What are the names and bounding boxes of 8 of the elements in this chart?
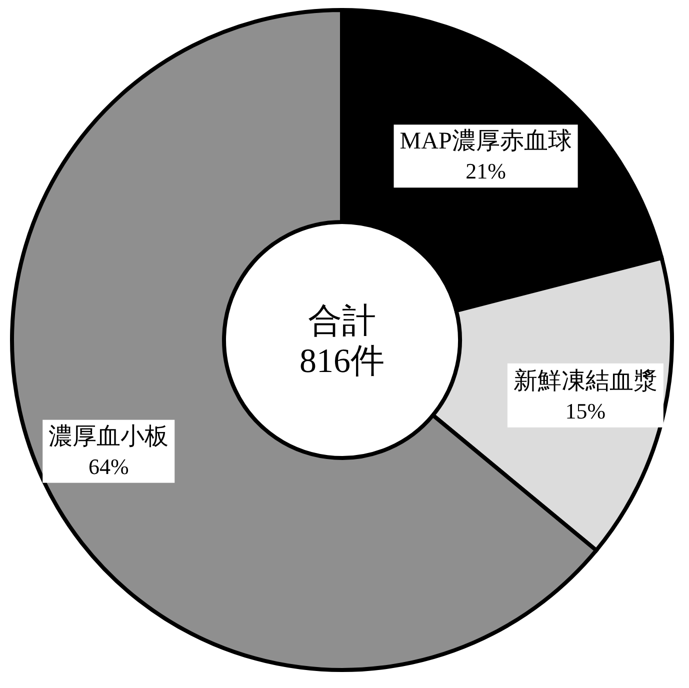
text: 合計 [308,303,376,340]
text: 816件 [300,343,384,380]
data-label: 64% [88,454,129,479]
data-label: 21% [466,158,506,184]
slice-label: MAP濃厚赤血球 [400,128,572,155]
slice-label: 新鮮凍結血漿 [513,367,658,394]
data-label: 15% [565,398,606,424]
slice-label: 濃厚血小板 [48,424,169,450]
